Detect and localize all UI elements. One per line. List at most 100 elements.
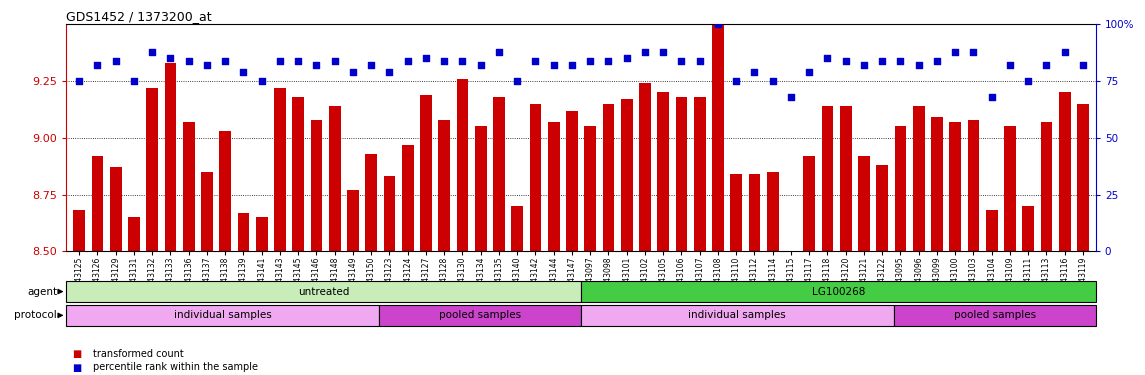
Point <box>1037 62 1056 68</box>
Bar <box>893 304 1096 326</box>
Bar <box>968 120 979 251</box>
Point <box>909 62 927 68</box>
Text: GDS1452 / 1373200_at: GDS1452 / 1373200_at <box>66 10 212 23</box>
Bar <box>581 304 893 326</box>
Bar <box>913 106 925 251</box>
Point <box>270 58 289 64</box>
Bar <box>694 97 705 251</box>
Point <box>253 78 271 84</box>
Bar <box>73 210 85 251</box>
Bar <box>237 213 250 251</box>
Bar <box>292 97 305 251</box>
Point <box>398 58 417 64</box>
Point <box>874 58 892 64</box>
Bar <box>581 281 1096 302</box>
Bar <box>420 95 432 251</box>
Point <box>709 21 727 27</box>
Point <box>508 78 527 84</box>
Bar <box>529 104 542 251</box>
Point <box>380 69 398 75</box>
Point <box>289 58 307 64</box>
Bar <box>128 217 140 251</box>
Text: protocol: protocol <box>15 310 57 320</box>
Point <box>198 62 216 68</box>
Bar <box>657 93 669 251</box>
Bar <box>931 117 943 251</box>
Bar <box>822 106 834 251</box>
Bar <box>1077 104 1089 251</box>
Point <box>1001 62 1019 68</box>
Bar <box>858 156 870 251</box>
Point <box>125 78 143 84</box>
Bar <box>712 13 724 251</box>
Text: individual samples: individual samples <box>688 310 787 320</box>
Bar <box>66 281 581 302</box>
Text: ■: ■ <box>72 350 81 359</box>
Bar <box>92 156 103 251</box>
Point <box>635 49 654 55</box>
Point <box>490 49 508 55</box>
Bar <box>876 165 889 251</box>
Bar <box>439 120 450 251</box>
Bar <box>1004 126 1016 251</box>
Bar <box>804 156 815 251</box>
Point <box>837 58 855 64</box>
Bar <box>1059 93 1071 251</box>
Point <box>617 56 635 62</box>
Point <box>325 58 343 64</box>
Bar <box>165 63 176 251</box>
Point <box>362 62 380 68</box>
Point <box>417 56 435 62</box>
Point <box>927 58 946 64</box>
Bar <box>639 83 650 251</box>
Text: individual samples: individual samples <box>174 310 271 320</box>
Bar <box>785 251 797 269</box>
Point <box>855 62 874 68</box>
Point <box>180 58 198 64</box>
Text: agent: agent <box>27 286 57 297</box>
Point <box>70 78 88 84</box>
Bar <box>584 126 597 251</box>
Point <box>472 62 490 68</box>
Point <box>307 62 325 68</box>
Point <box>344 69 362 75</box>
Bar <box>147 88 158 251</box>
Bar <box>310 120 323 251</box>
Text: pooled samples: pooled samples <box>954 310 1036 320</box>
Point <box>764 78 782 84</box>
Bar <box>621 99 633 251</box>
Text: percentile rank within the sample: percentile rank within the sample <box>93 363 258 372</box>
Text: LG100268: LG100268 <box>812 286 866 297</box>
Text: untreated: untreated <box>298 286 349 297</box>
Point <box>745 69 764 75</box>
Point <box>435 58 453 64</box>
Point <box>946 49 964 55</box>
Point <box>819 56 837 62</box>
Bar <box>731 174 742 251</box>
Bar <box>475 126 487 251</box>
Point <box>654 49 672 55</box>
Point <box>782 94 800 100</box>
Bar <box>894 126 907 251</box>
Bar <box>402 145 413 251</box>
Bar <box>512 206 523 251</box>
Bar <box>365 154 377 251</box>
Bar <box>602 104 615 251</box>
Bar <box>384 176 395 251</box>
Bar <box>183 122 195 251</box>
Point <box>891 58 909 64</box>
Bar <box>110 167 121 251</box>
Point <box>235 69 253 75</box>
Point <box>727 78 745 84</box>
Bar <box>219 131 231 251</box>
Text: transformed count: transformed count <box>93 350 183 359</box>
Point <box>581 58 599 64</box>
Point <box>964 49 982 55</box>
Bar <box>457 79 468 251</box>
Point <box>216 58 235 64</box>
Point <box>106 58 125 64</box>
Bar <box>379 304 581 326</box>
Bar <box>749 174 760 251</box>
Point <box>545 62 563 68</box>
Point <box>1056 49 1074 55</box>
